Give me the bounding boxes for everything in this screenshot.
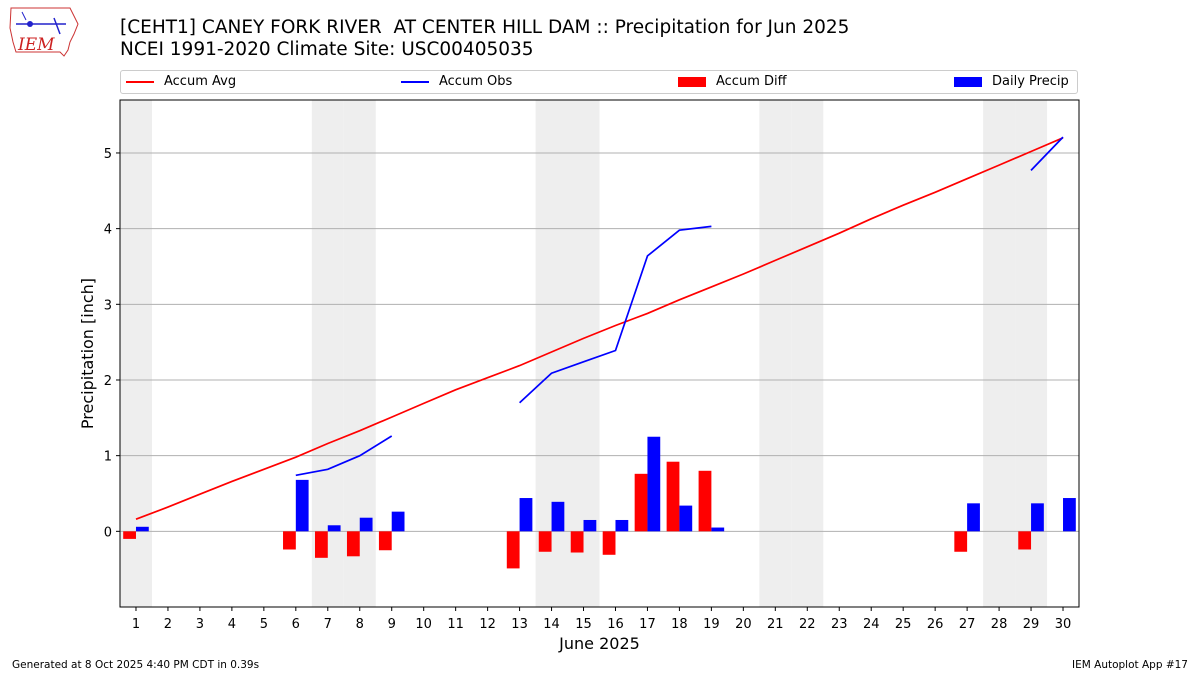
accum-diff-bar-day-16 bbox=[602, 531, 616, 555]
weekend-band-day-22 bbox=[791, 100, 824, 607]
legend-accum-diff-label: Accum Diff bbox=[716, 74, 787, 89]
y-tick-label-4: 4 bbox=[104, 223, 112, 238]
legend-accum-diff-swatch bbox=[678, 77, 706, 87]
daily-precip-bar-day-17 bbox=[647, 436, 661, 532]
accum-diff-bar-day-18 bbox=[666, 461, 680, 532]
legend: Accum Avg Accum Obs Accum Diff Daily Pre… bbox=[120, 70, 1078, 94]
daily-precip-bar-day-8 bbox=[359, 517, 373, 532]
accum-diff-bar-day-29 bbox=[1018, 531, 1032, 550]
footer-generated: Generated at 8 Oct 2025 4:40 PM CDT in 0… bbox=[12, 659, 260, 671]
daily-precip-bar-day-18 bbox=[679, 505, 693, 532]
accum-obs-line-segment-2 bbox=[1030, 136, 1064, 171]
legend-accum-obs-label: Accum Obs bbox=[439, 74, 513, 89]
daily-precip-bar-day-6 bbox=[295, 479, 309, 532]
accum-diff-bar-day-13 bbox=[506, 531, 520, 569]
x-tick-label-25: 25 bbox=[895, 617, 912, 632]
legend-accum-diff: Accum Diff bbox=[678, 74, 787, 90]
x-tick-label-16: 16 bbox=[607, 617, 624, 632]
y-tick-label-3: 3 bbox=[104, 298, 112, 313]
accum-diff-bar-day-9 bbox=[378, 531, 392, 551]
footer-app: IEM Autoplot App #17 bbox=[1072, 659, 1188, 671]
x-tick-label-5: 5 bbox=[260, 617, 268, 632]
accum-diff-bar-day-14 bbox=[538, 531, 552, 552]
x-tick-label-11: 11 bbox=[447, 617, 464, 632]
title-line-2: NCEI 1991-2020 Climate Site: USC00405035 bbox=[120, 39, 534, 60]
x-tick-label-7: 7 bbox=[324, 617, 332, 632]
x-tick-label-18: 18 bbox=[671, 617, 688, 632]
y-tick-label-5: 5 bbox=[104, 147, 112, 162]
daily-precip-bar-day-29 bbox=[1031, 503, 1044, 532]
daily-precip-bar-day-1 bbox=[135, 526, 149, 532]
x-tick-label-26: 26 bbox=[927, 617, 944, 632]
x-tick-label-4: 4 bbox=[228, 617, 236, 632]
legend-accum-avg: Accum Avg bbox=[126, 74, 236, 90]
accum-avg-line-segment-0 bbox=[135, 137, 1064, 520]
x-tick-label-30: 30 bbox=[1055, 617, 1072, 632]
daily-precip-bar-day-16 bbox=[615, 519, 629, 532]
daily-precip-bar-day-13 bbox=[519, 498, 533, 532]
x-tick-label-20: 20 bbox=[735, 617, 752, 632]
x-tick-label-29: 29 bbox=[1023, 617, 1040, 632]
x-axis-label: June 2025 bbox=[558, 634, 640, 653]
x-tick-label-15: 15 bbox=[575, 617, 592, 632]
x-tick-label-8: 8 bbox=[356, 617, 364, 632]
x-tick-label-12: 12 bbox=[479, 617, 496, 632]
x-tick-label-2: 2 bbox=[164, 617, 172, 632]
daily-precip-bar-day-14 bbox=[551, 501, 565, 532]
legend-daily-precip-swatch bbox=[954, 77, 982, 87]
legend-accum-avg-label: Accum Avg bbox=[164, 74, 237, 89]
x-tick-label-17: 17 bbox=[639, 617, 656, 632]
accum-diff-bar-day-1 bbox=[123, 531, 136, 539]
x-tick-label-27: 27 bbox=[959, 617, 976, 632]
y-tick-label-0: 0 bbox=[104, 525, 112, 540]
legend-daily-precip: Daily Precip bbox=[954, 74, 1069, 90]
daily-precip-bar-day-19 bbox=[711, 527, 725, 532]
accum-obs-line-segment-0 bbox=[295, 435, 393, 477]
weekend-band-day-1 bbox=[120, 100, 152, 607]
iem-logo: IEM bbox=[9, 7, 79, 57]
weekend-band-day-21 bbox=[759, 100, 792, 607]
daily-precip-bar-day-27 bbox=[967, 503, 980, 532]
chart-title: [CEHT1] CANEY FORK RIVER AT CENTER HILL … bbox=[120, 17, 849, 61]
legend-accum-obs-swatch bbox=[401, 81, 429, 83]
daily-precip-bar-day-30 bbox=[1063, 498, 1076, 532]
x-tick-label-21: 21 bbox=[767, 617, 784, 632]
accum-diff-bar-day-27 bbox=[954, 531, 968, 552]
plot-frame bbox=[119, 99, 1080, 608]
accum-diff-bar-day-19 bbox=[698, 470, 712, 532]
x-tick-label-1: 1 bbox=[132, 617, 140, 632]
logo-text: IEM bbox=[17, 35, 55, 55]
accum-diff-bar-day-7 bbox=[314, 531, 328, 558]
daily-precip-bar-day-15 bbox=[583, 519, 597, 532]
accum-obs-line-segment-1 bbox=[519, 225, 712, 404]
legend-accum-obs: Accum Obs bbox=[401, 74, 512, 90]
x-tick-label-19: 19 bbox=[703, 617, 720, 632]
x-tick-label-6: 6 bbox=[292, 617, 300, 632]
iowa-outline-shape bbox=[9, 7, 79, 57]
daily-precip-bar-day-9 bbox=[391, 511, 405, 532]
x-tick-label-28: 28 bbox=[991, 617, 1008, 632]
x-tick-label-24: 24 bbox=[863, 617, 880, 632]
legend-daily-precip-label: Daily Precip bbox=[992, 74, 1069, 89]
x-tick-label-10: 10 bbox=[415, 617, 432, 632]
x-tick-label-13: 13 bbox=[511, 617, 528, 632]
weekend-band-day-7 bbox=[311, 100, 344, 607]
y-tick-label-2: 2 bbox=[104, 374, 112, 389]
legend-accum-avg-swatch bbox=[126, 81, 154, 83]
accum-diff-bar-day-17 bbox=[634, 473, 648, 532]
accum-diff-bar-day-15 bbox=[570, 531, 584, 553]
daily-precip-bar-day-7 bbox=[327, 525, 341, 532]
title-line-1: [CEHT1] CANEY FORK RIVER AT CENTER HILL … bbox=[120, 17, 850, 38]
x-tick-label-9: 9 bbox=[388, 617, 396, 632]
x-tick-label-22: 22 bbox=[799, 617, 816, 632]
y-tick-label-1: 1 bbox=[104, 450, 112, 465]
accum-diff-bar-day-8 bbox=[346, 531, 360, 557]
x-tick-label-14: 14 bbox=[543, 617, 560, 632]
y-axis-label: Precipitation [inch] bbox=[78, 278, 97, 429]
x-tick-label-3: 3 bbox=[196, 617, 204, 632]
x-tick-label-23: 23 bbox=[831, 617, 848, 632]
weekend-band-day-28 bbox=[983, 100, 1016, 607]
accum-diff-bar-day-6 bbox=[283, 531, 296, 550]
